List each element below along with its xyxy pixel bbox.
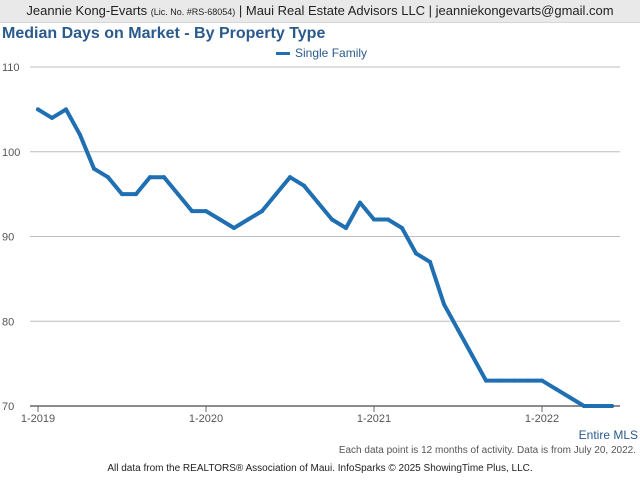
data-point: [414, 251, 418, 256]
data-point: [288, 175, 292, 180]
data-point: [232, 226, 236, 231]
data-point: [316, 200, 320, 205]
grid-lines: [30, 66, 620, 407]
data-point: [36, 107, 40, 112]
x-tick-label: 1-2020: [189, 413, 223, 425]
data-point: [176, 192, 180, 197]
data-point: [596, 404, 600, 408]
data-point: [302, 183, 306, 188]
y-tick-label: 80: [2, 316, 14, 328]
series-line-single-family: [36, 107, 614, 408]
data-point: [330, 217, 334, 222]
data-point: [610, 404, 614, 408]
agent-license: (Lic. No. #RS-68054): [150, 7, 236, 17]
data-point: [456, 327, 460, 332]
data-point: [78, 132, 82, 137]
data-point: [512, 378, 516, 383]
data-point: [540, 378, 544, 383]
data-point: [106, 175, 110, 180]
data-point: [526, 378, 530, 383]
x-tick-label: 1-2021: [357, 413, 391, 425]
data-point: [442, 302, 446, 307]
data-note: Each data point is 12 months of activity…: [338, 445, 636, 456]
agent-name: Jeannie Kong-Evarts: [26, 3, 148, 18]
data-point: [64, 107, 68, 112]
data-point: [554, 387, 558, 392]
y-axis: 70 80 90 100 110: [2, 62, 20, 413]
data-point: [120, 192, 124, 197]
data-point: [204, 209, 208, 214]
data-point: [358, 200, 362, 205]
agent-header: Jeannie Kong-Evarts (Lic. No. #RS-68054)…: [0, 0, 640, 23]
y-tick-label: 100: [2, 147, 20, 159]
y-tick-label: 70: [2, 401, 14, 413]
agent-company-email: | Maui Real Estate Advisors LLC | jeanni…: [238, 3, 614, 18]
y-tick-label: 110: [2, 62, 20, 74]
source-footer: All data from the REALTORS® Association …: [107, 463, 533, 474]
data-point: [218, 217, 222, 222]
legend-label: Single Family: [295, 46, 368, 60]
data-point: [386, 217, 390, 222]
legend-swatch: [276, 51, 290, 55]
data-point: [582, 404, 586, 408]
data-point: [498, 378, 502, 383]
y-tick-label: 90: [2, 232, 14, 244]
data-point: [344, 226, 348, 231]
data-point: [50, 115, 54, 120]
data-point: [568, 395, 572, 400]
x-tick-label: 1-2019: [21, 413, 55, 425]
chart-title: Median Days on Market - By Property Type: [2, 25, 326, 42]
data-point: [246, 217, 250, 222]
data-points: [36, 107, 614, 408]
data-point: [190, 209, 194, 214]
x-tick-label: 1-2022: [525, 413, 559, 425]
data-point: [92, 166, 96, 171]
data-point: [428, 259, 432, 264]
data-point: [400, 226, 404, 231]
data-point: [484, 378, 488, 383]
data-point: [134, 192, 138, 197]
data-point: [162, 175, 166, 180]
data-point: [274, 192, 278, 197]
data-point: [148, 175, 152, 180]
data-point: [470, 353, 474, 358]
region-label: Entire MLS: [578, 428, 638, 442]
data-point: [372, 217, 376, 222]
x-axis: 1-2019 1-2020 1-2021 1-2022: [21, 406, 559, 425]
data-point: [260, 209, 264, 214]
chart-legend[interactable]: Single Family: [276, 46, 367, 60]
